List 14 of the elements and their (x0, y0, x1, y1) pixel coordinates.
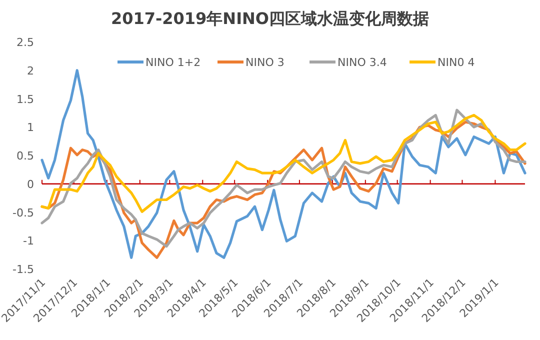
legend-label: NINO 1+2 (146, 56, 201, 69)
legend-label: NINO 3 (246, 56, 284, 69)
chart-title: 2017-2019年NINO四区域水温变化周数据 (110, 9, 430, 28)
y-tick-label: 0 (27, 178, 34, 191)
y-tick-label: -0.5 (12, 206, 34, 220)
legend-label: NIN0 4 (438, 56, 475, 69)
y-tick-label: 0.5 (16, 150, 34, 162)
y-tick-label: 2.5 (16, 36, 34, 49)
y-tick-label: -1.5 (12, 263, 34, 276)
y-tick-label: 1.5 (16, 92, 34, 106)
y-tick-label: -1 (23, 234, 34, 248)
legend-label: NINO 3.4 (338, 56, 387, 69)
y-tick-label: 2 (27, 64, 34, 78)
y-tick-label: 1 (27, 121, 34, 134)
